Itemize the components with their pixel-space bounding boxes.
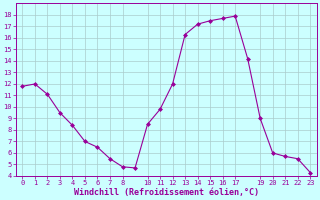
X-axis label: Windchill (Refroidissement éolien,°C): Windchill (Refroidissement éolien,°C)	[74, 188, 259, 197]
